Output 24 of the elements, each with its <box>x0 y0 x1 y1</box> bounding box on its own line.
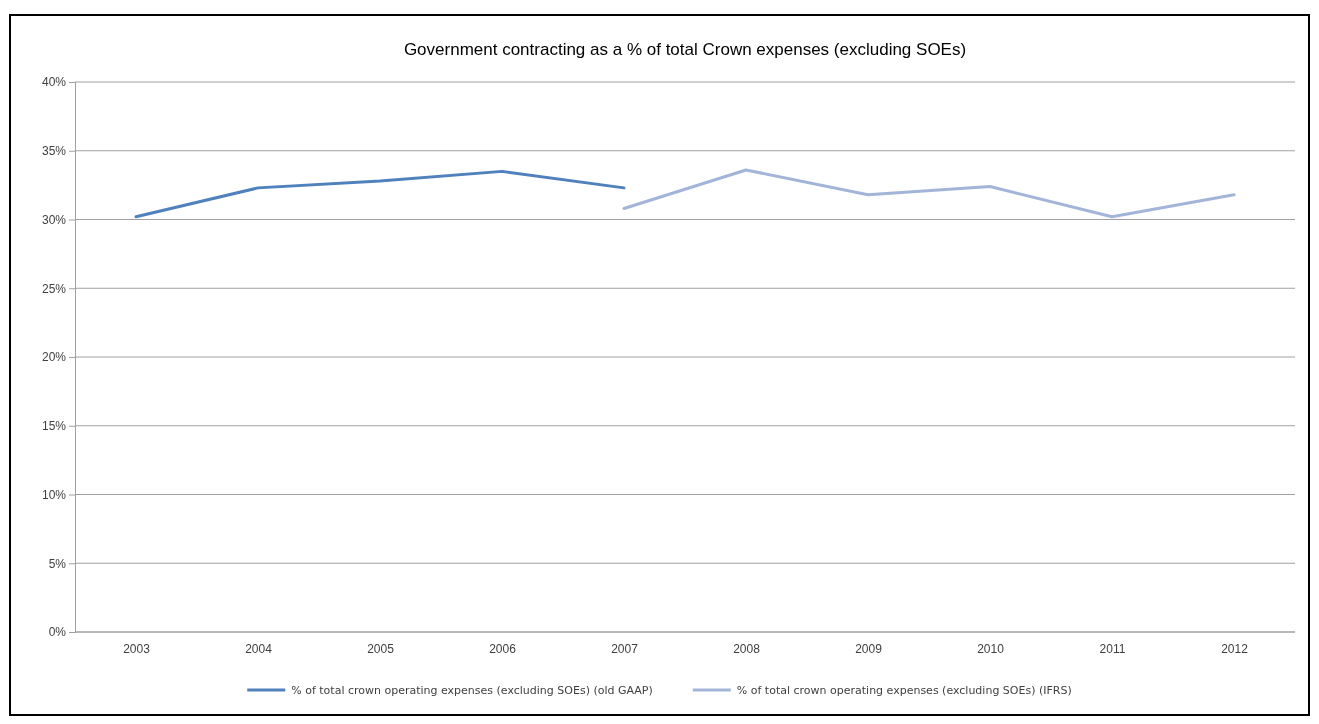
line-series <box>134 169 626 219</box>
y-tick-label: 25% <box>41 281 67 296</box>
y-tick-label: 10% <box>41 487 67 502</box>
y-tick-label: 30% <box>41 212 67 227</box>
line-series <box>622 168 1236 219</box>
x-tick-label: 2007 <box>611 641 639 656</box>
y-tick-label: 5% <box>48 556 67 571</box>
x-tick-label: 2006 <box>489 641 517 656</box>
x-tick-label: 2003 <box>123 641 151 656</box>
chart-title: Government contracting as a % of total Crown expenses (excluding SOEs) <box>403 40 967 59</box>
x-tick-label: 2005 <box>367 641 395 656</box>
legend-label: % of total crown operating expenses (excluding SOEs) (IFRS) <box>736 683 1072 697</box>
x-tick-label: 2004 <box>245 641 273 656</box>
legend-label: % of total crown operating expenses (excluding SOEs) (old GAAP) <box>291 683 653 697</box>
y-tick-label: 0% <box>48 625 67 640</box>
x-tick-label: 2012 <box>1221 641 1249 656</box>
y-tick-label: 15% <box>41 419 67 434</box>
y-tick-label: 20% <box>41 350 67 365</box>
y-tick-label: 35% <box>41 144 67 159</box>
y-tick-label: 40% <box>41 75 67 90</box>
x-tick-label: 2008 <box>733 641 761 656</box>
x-tick-label: 2009 <box>855 641 883 656</box>
x-tick-label: 2010 <box>977 641 1005 656</box>
x-tick-label: 2011 <box>1099 641 1126 656</box>
